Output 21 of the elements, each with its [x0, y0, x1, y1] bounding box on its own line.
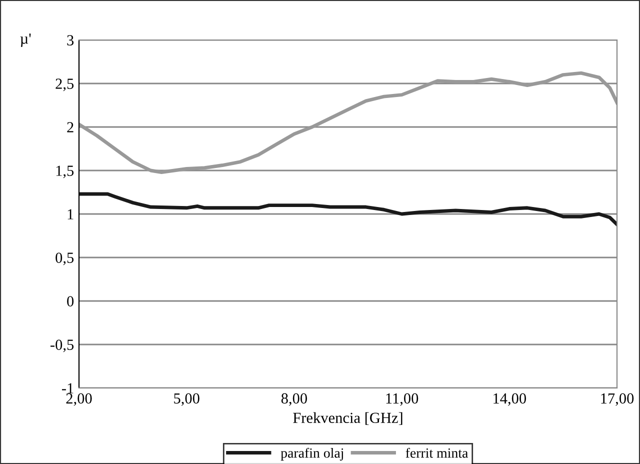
x-tick-label: 14,00: [494, 393, 526, 406]
x-tick-label: 11,00: [386, 393, 418, 406]
legend-label: parafin olaj: [280, 448, 344, 461]
y-tick-label: -1: [62, 383, 74, 394]
y-tick-label: 1: [68, 209, 74, 220]
line-series: [79, 71, 617, 174]
x-tick-label: 17,00: [601, 393, 634, 406]
y-tick-label: 0: [67, 296, 74, 306]
line-series: [79, 192, 617, 226]
y-tick-label: -0,5: [50, 340, 74, 352]
y-tick-label: 1,5: [56, 166, 74, 178]
y-tick-label: 2: [67, 122, 74, 132]
y-tick-label: 0,5: [56, 252, 74, 266]
x-tick-label: 2,00: [66, 393, 92, 406]
x-tick-label: 8,00: [281, 393, 307, 406]
x-tick-label: 5,00: [174, 393, 200, 406]
x-axis-title: Frekvencia [GHz]: [293, 412, 402, 425]
y-axis-title: µ': [20, 34, 31, 47]
legend-label: ferrit minta: [406, 448, 468, 458]
y-tick-label: 2,5: [56, 78, 74, 92]
y-tick-label: 3: [67, 35, 74, 46]
